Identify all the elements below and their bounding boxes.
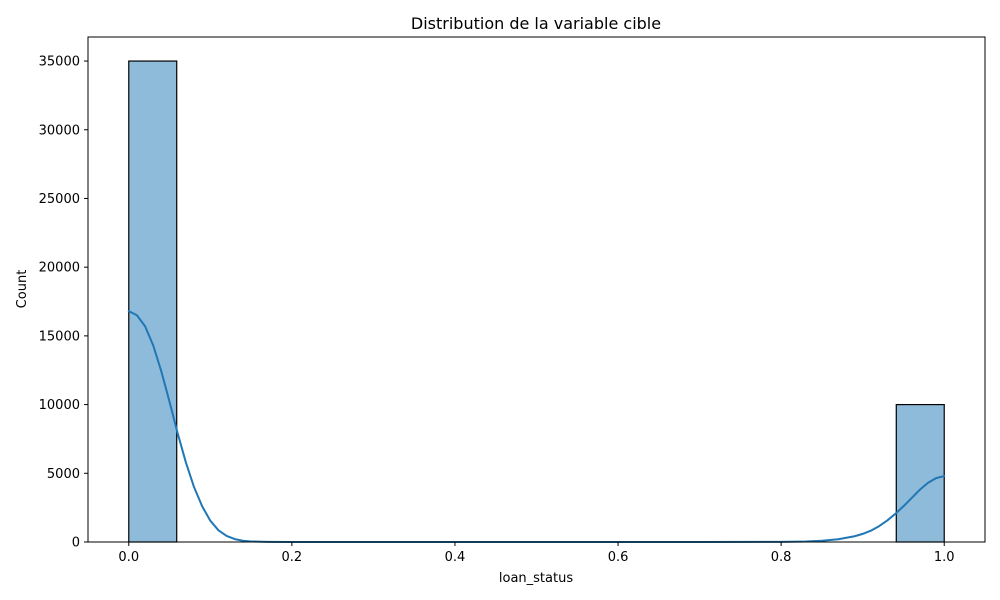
y-axis-label: Count (15, 270, 30, 309)
y-tick-label: 35000 (39, 55, 80, 70)
y-tick-label: 15000 (39, 329, 80, 344)
y-tick-label: 10000 (39, 398, 80, 413)
y-tick-label: 20000 (39, 261, 80, 276)
x-tick-label: 1.0 (934, 550, 955, 565)
y-tick-label: 25000 (39, 192, 80, 207)
kde-layer (127, 310, 946, 543)
axes-layer (87, 36, 986, 543)
kde-curve (127, 310, 946, 543)
ticks-layer: 0.0 0.2 0.4 0.6 0.8 1.0 0 5000 10000 15000 20000 25… (39, 55, 955, 565)
histogram-bar-0 (128, 60, 178, 543)
y-tick-label: 5000 (47, 467, 80, 482)
chart-title: Distribution de la variable cible (411, 14, 661, 33)
x-tick-label: 0.2 (282, 550, 303, 565)
bars-layer (128, 60, 945, 543)
axes-frame (87, 36, 986, 543)
x-tick-label: 0.4 (445, 550, 466, 565)
x-tick-label: 0.8 (771, 550, 792, 565)
y-tick-label: 0 (72, 536, 80, 551)
x-axis-label: loan_status (499, 571, 573, 586)
x-tick-label: 0.6 (608, 550, 629, 565)
y-tick-label: 30000 (39, 123, 80, 138)
x-tick-label: 0.0 (118, 550, 139, 565)
histogram-bar-1 (895, 403, 945, 543)
